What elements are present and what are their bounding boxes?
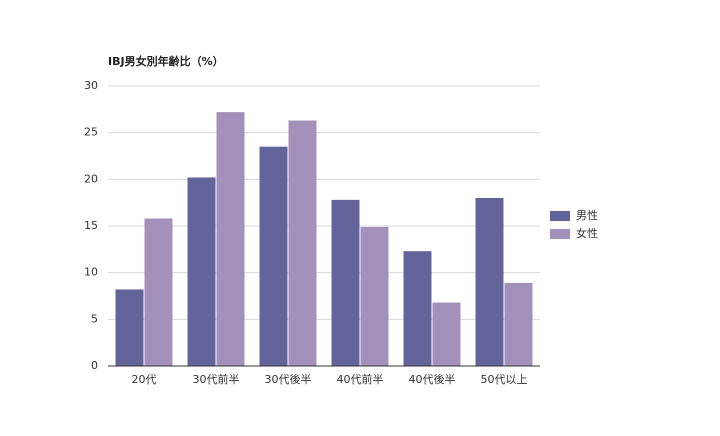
bar xyxy=(504,282,533,366)
bar xyxy=(115,289,144,366)
chart-title: IBJ男女別年齢比（%） xyxy=(108,54,224,68)
legend-swatch xyxy=(550,211,570,221)
bar xyxy=(432,302,461,366)
x-tick-label: 30代前半 xyxy=(193,372,240,386)
bar xyxy=(331,199,360,366)
y-tick-label: 30 xyxy=(84,79,98,92)
y-tick-label: 10 xyxy=(84,266,98,279)
y-tick-label: 15 xyxy=(84,219,98,232)
y-tick-label: 20 xyxy=(84,172,98,185)
x-tick-label: 50代以上 xyxy=(481,373,528,386)
legend-swatch xyxy=(550,229,570,239)
y-tick-label: 25 xyxy=(84,126,98,139)
bar xyxy=(403,251,432,366)
legend-label: 男性 xyxy=(576,208,598,222)
y-tick-label: 0 xyxy=(91,359,98,372)
y-tick-label: 5 xyxy=(91,312,98,325)
legend-label: 女性 xyxy=(576,226,598,240)
x-tick-label: 40代後半 xyxy=(409,372,456,386)
bar xyxy=(216,112,245,366)
bar xyxy=(360,226,389,366)
bar xyxy=(259,146,288,366)
x-tick-label: 20代 xyxy=(132,373,157,386)
x-tick-label: 30代後半 xyxy=(265,372,312,386)
bar xyxy=(187,177,216,366)
bar xyxy=(475,198,504,366)
bar xyxy=(288,120,317,367)
bar xyxy=(144,218,173,366)
x-tick-label: 40代前半 xyxy=(337,372,384,386)
